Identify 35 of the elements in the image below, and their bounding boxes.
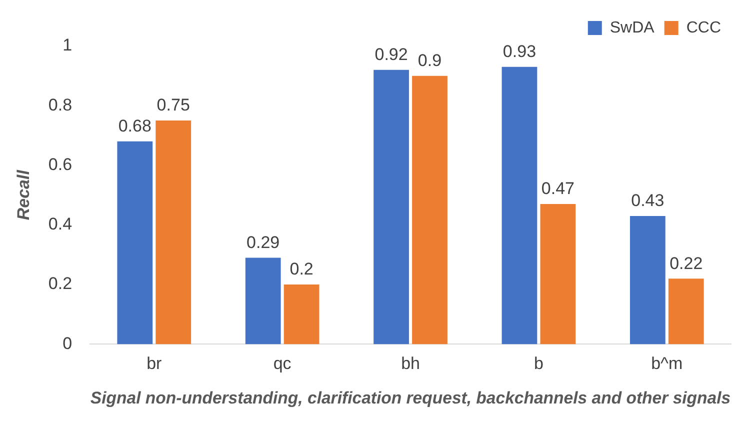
legend-label: SwDA [610, 19, 655, 36]
data-label: 0.93 [502, 42, 536, 62]
data-label: 0.29 [246, 232, 280, 252]
data-label: 0.9 [418, 51, 442, 70]
data-label: 0.47 [541, 179, 574, 198]
x-tick-label: b [534, 354, 544, 374]
x-tick-label: bh [401, 354, 420, 374]
x-tick-label: b^m [651, 354, 683, 374]
y-axis-title: Recall [14, 168, 33, 220]
y-tick-label: 0.8 [48, 95, 72, 114]
data-label: 0.92 [374, 45, 408, 64]
data-label: 0.75 [156, 96, 190, 115]
bar [540, 204, 576, 344]
legend-label: CCC [686, 19, 722, 36]
y-tick-label: 0.2 [48, 274, 72, 294]
y-tick-label: 0 [62, 334, 72, 353]
bar [668, 278, 704, 344]
bar [245, 258, 281, 344]
x-tick-label: br [146, 354, 162, 374]
y-tick-label: 1 [62, 36, 72, 55]
bar [502, 66, 538, 344]
bar [284, 284, 320, 344]
y-tick-label: 0.4 [48, 214, 72, 234]
bar [630, 216, 666, 344]
bar [374, 70, 409, 344]
data-label: 0.2 [290, 260, 314, 279]
data-label: 0.68 [118, 116, 152, 136]
bar [156, 120, 192, 344]
y-tick-label: 0.6 [48, 154, 72, 174]
bar [412, 76, 448, 344]
data-label: 0.43 [631, 191, 664, 210]
data-label: 0.22 [670, 254, 703, 273]
x-axis-title: Signal non-understanding, clarification request, backchannels and other signals [90, 388, 731, 408]
x-tick-label: qc [273, 354, 292, 374]
bar [117, 141, 153, 344]
